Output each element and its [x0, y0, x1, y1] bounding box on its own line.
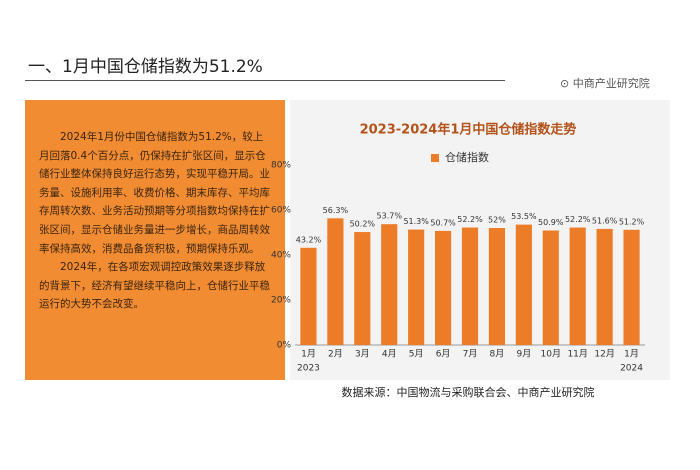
bar: [515, 224, 532, 345]
x-tick-label: 12月: [594, 349, 614, 360]
logo-text: 中商产业研究院: [572, 77, 650, 90]
legend-swatch: [431, 154, 439, 162]
value-label: 50.9%: [538, 218, 564, 227]
summary-box: 2024年1月份中国仓储指数为51.2%，较上月回落0.4个百分点，仍保持在扩张…: [25, 100, 285, 380]
legend-label: 仓储指数: [445, 150, 489, 164]
bar: [569, 227, 586, 345]
y-tick-label: 40%: [271, 251, 291, 261]
bar: [435, 230, 452, 345]
y-tick-label: 20%: [271, 296, 291, 306]
bar: [300, 247, 317, 345]
x-tick-label: 6月: [436, 349, 451, 360]
x-sublabel: 2023: [297, 364, 320, 374]
bar: [461, 227, 479, 345]
x-tick-label: 9月: [516, 349, 531, 360]
value-label: 52%: [488, 216, 506, 225]
x-tick-label: 8月: [490, 349, 505, 360]
x-tick-label: 4月: [382, 349, 397, 360]
x-tick-label: 5月: [409, 349, 424, 360]
logo: ⊙ 中商产业研究院: [560, 77, 650, 90]
x-tick-label: 10月: [541, 349, 561, 360]
value-label: 51.2%: [619, 217, 645, 226]
value-label: 56.3%: [323, 206, 349, 215]
bar: [327, 218, 344, 345]
y-tick-label: 0%: [277, 341, 292, 351]
x-tick-label: 3月: [355, 349, 370, 360]
y-tick-label: 80%: [271, 161, 291, 171]
x-sublabel: 2024: [620, 364, 643, 374]
value-label: 52.2%: [565, 215, 591, 224]
bar: [488, 228, 505, 345]
chart-title: 2023-2024年1月中国仓储指数走势: [360, 122, 577, 138]
page-title: 一、1月中国仓储指数为51.2%: [28, 57, 263, 77]
x-tick-label: 11月: [567, 349, 587, 360]
bar: [542, 230, 559, 345]
value-label: 51.6%: [592, 216, 618, 225]
chart-panel: [290, 100, 670, 380]
y-tick-label: 60%: [271, 206, 291, 216]
bar: [381, 224, 398, 345]
bar: [596, 228, 613, 345]
x-tick-label: 1月: [624, 349, 639, 360]
value-label: 50.2%: [350, 220, 376, 229]
title-rule: [25, 80, 505, 81]
x-tick-label: 2月: [328, 349, 343, 360]
value-label: 53.5%: [511, 212, 537, 221]
value-label: 50.7%: [430, 218, 456, 227]
chart: 2023-2024年1月中国仓储指数走势 数据来源：中国物流与采购联合会、中商产…: [271, 100, 670, 399]
paragraph: 2024年1月份中国仓储指数为51.2%，较上月回落0.4个百分点，仍保持在扩张…: [39, 131, 270, 255]
bar: [623, 229, 640, 345]
value-label: 52.2%: [457, 215, 483, 224]
value-label: 51.3%: [403, 217, 429, 226]
bar: [408, 229, 425, 345]
x-tick-label: 7月: [463, 349, 478, 360]
x-tick-label: 1月: [301, 349, 316, 360]
paragraph: 2024年，在各项宏观调控政策效果逐步释放的背景下，经济有望继续平稳向上，仓储行…: [39, 261, 270, 311]
value-label: 43.2%: [296, 235, 322, 244]
source: 数据来源：中国物流与采购联合会、中商产业研究院: [342, 385, 595, 399]
value-label: 53.7%: [377, 212, 403, 221]
bar: [354, 232, 371, 345]
